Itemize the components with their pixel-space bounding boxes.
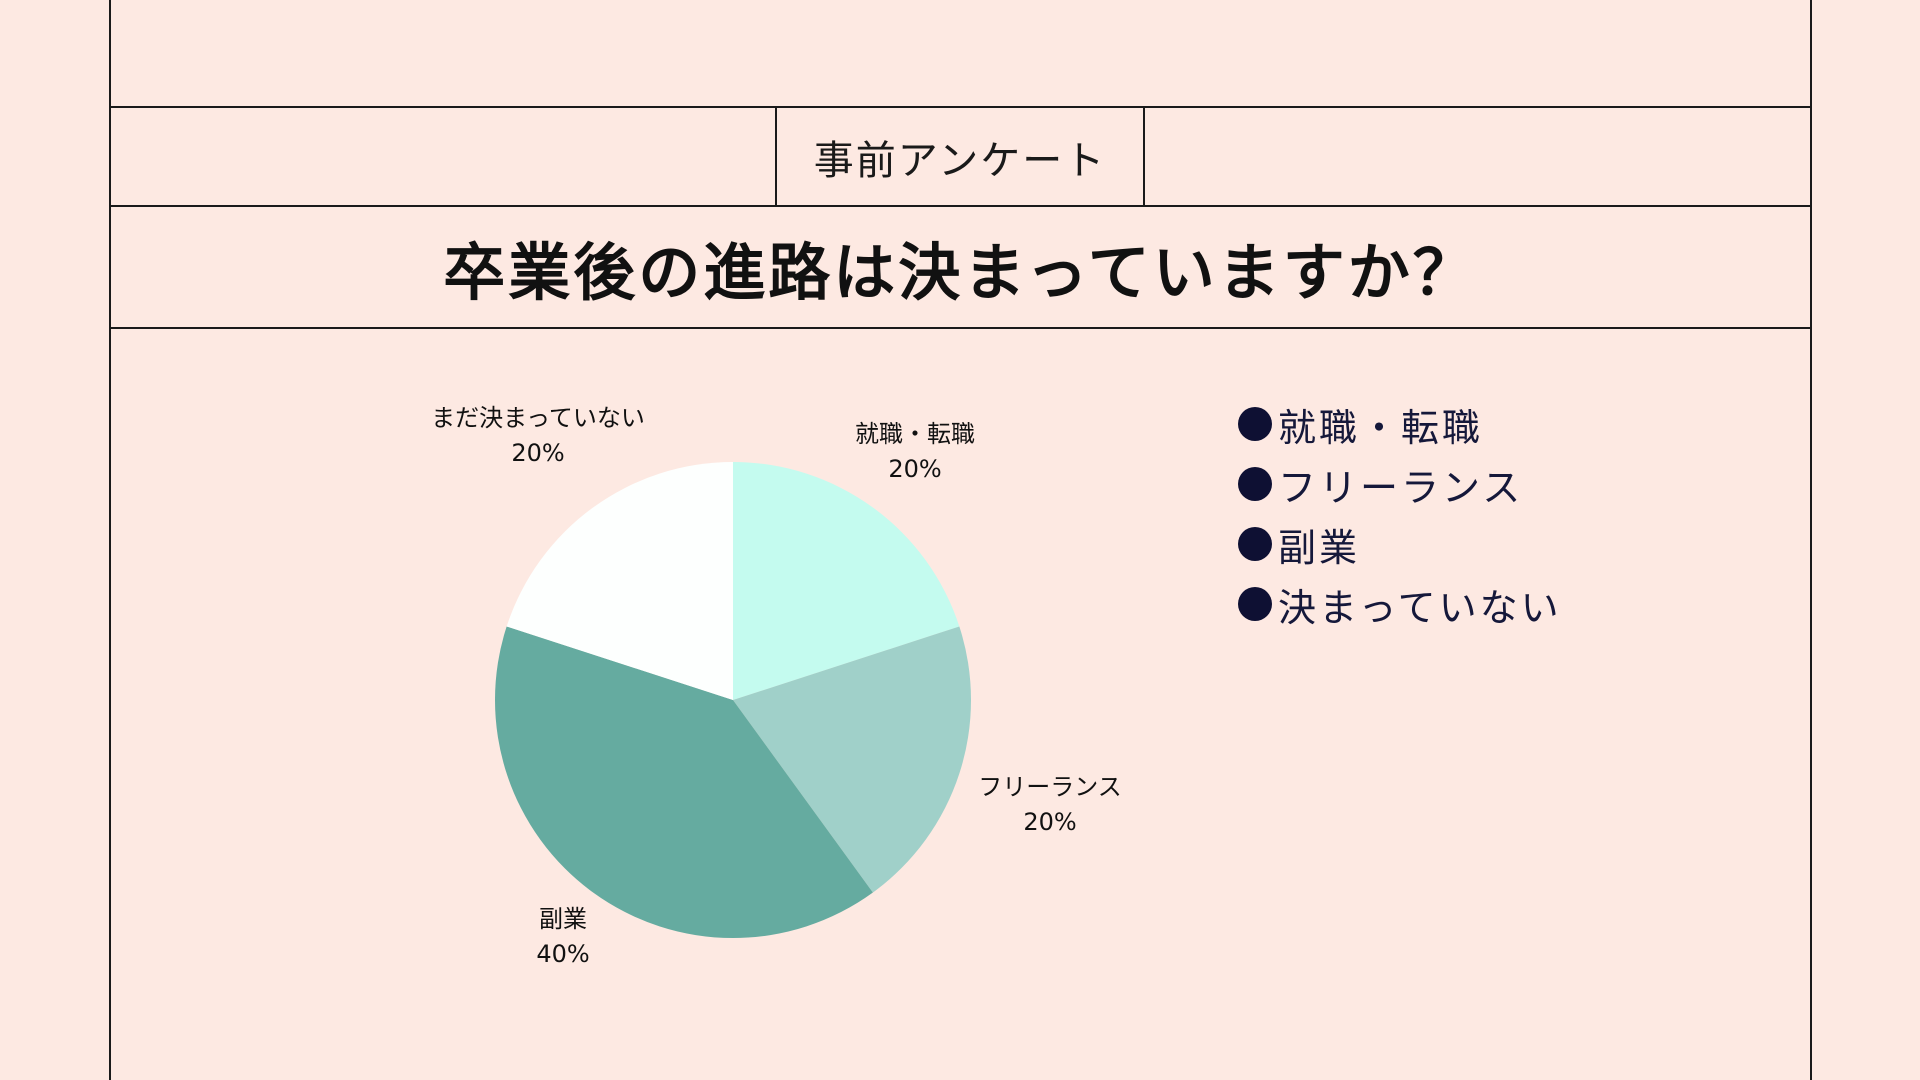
divider-top xyxy=(109,106,1812,108)
legend-label: 決まっていない xyxy=(1278,585,1562,630)
slice-label: まだ決まっていない xyxy=(431,404,645,432)
survey-question: 卒業後の進路は決まっていますか？ xyxy=(443,236,1478,309)
slice-side-job xyxy=(495,626,873,938)
divider-middle xyxy=(109,205,1812,207)
slice-freelance xyxy=(733,626,971,893)
slice-label: フリーランス xyxy=(978,773,1122,801)
divider-bottom xyxy=(109,327,1812,329)
legend-item-employment: 就職・転職 xyxy=(1238,394,1562,454)
legend-bullet-icon xyxy=(1238,407,1272,441)
legend-item-undecided: 決まっていない xyxy=(1238,574,1562,634)
slice-percent-label: 20% xyxy=(511,439,564,467)
survey-subtitle: 事前アンケート xyxy=(775,106,1145,207)
slice-undecided xyxy=(506,462,733,700)
legend-bullet-icon xyxy=(1238,467,1272,501)
legend-bullet-icon xyxy=(1238,587,1272,621)
legend-item-side-job: 副業 xyxy=(1238,514,1562,574)
chart-legend: 就職・転職 フリーランス 副業 決まっていない xyxy=(1238,394,1562,634)
legend-bullet-icon xyxy=(1238,527,1272,561)
legend-label: 就職・転職 xyxy=(1278,405,1484,450)
slice-employment xyxy=(733,462,960,700)
slice-percent-label: 40% xyxy=(536,940,589,968)
slice-percent-label: 20% xyxy=(1023,808,1076,836)
page-frame xyxy=(109,0,1812,1080)
legend-label: フリーランス xyxy=(1278,465,1524,510)
slice-label: 就職・転職 xyxy=(855,420,975,448)
legend-label: 副業 xyxy=(1278,525,1361,570)
slice-percent-label: 20% xyxy=(888,455,941,483)
slice-label: 副業 xyxy=(539,905,587,933)
legend-item-freelance: フリーランス xyxy=(1238,454,1562,514)
